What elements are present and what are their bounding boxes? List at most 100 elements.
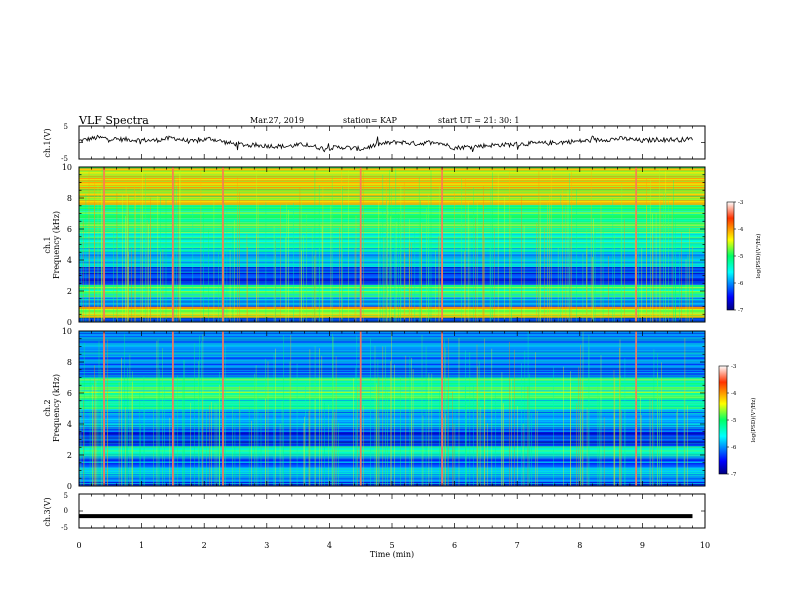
spectrogram-texture [79,291,705,293]
spectrogram-texture [79,287,705,288]
spectrogram-texture [79,475,705,477]
spectrogram-texture [79,377,705,378]
spectrogram-texture [79,370,705,372]
spectrogram-texture [79,382,705,383]
spectrogram-texture [79,471,705,473]
spectrogram-texture [79,418,705,419]
spectrogram-texture [79,300,705,302]
spectrogram-texture [79,203,705,205]
spectrogram-texture [79,398,705,399]
spectrogram-texture [79,191,705,193]
spectrogram-texture [79,369,705,371]
spectrogram-texture [79,202,705,204]
spectrogram-texture [79,351,705,353]
spectrogram-texture [79,350,705,352]
spectrogram-texture [79,420,705,422]
spectrogram-texture [79,307,705,309]
spectrogram-texture [79,380,705,381]
spectrogram-texture [79,429,705,431]
spectrogram-texture [79,375,705,376]
spectrogram-texture [79,413,705,414]
spectrogram-texture [79,311,705,312]
spectrogram-texture [79,384,705,386]
spectrogram-texture [79,443,705,444]
spectrogram-texture [79,180,705,181]
spectrogram-texture [79,428,705,429]
spectrogram-texture [79,396,705,397]
spectrogram-texture [79,189,705,191]
spectrogram-texture [79,366,705,367]
spectrogram-texture [79,226,705,227]
ch2-colorbar-gradient [718,365,728,475]
spectrogram-texture [79,210,705,212]
spectrogram-texture [79,376,705,377]
spectrogram-texture [79,472,705,474]
spectrogram-texture [79,381,705,382]
spectrogram-texture [79,347,705,349]
spectrogram-texture [79,379,705,380]
spectrogram-texture [79,204,705,206]
spectrogram-texture [79,459,705,461]
spectrogram-texture [79,195,705,197]
spectrogram-texture [79,463,705,464]
spectrogram-texture [79,274,705,276]
spectrogram-texture [79,306,705,308]
ch1-waveform-trace [79,134,693,153]
spectrogram-texture [79,410,705,411]
spectrogram-texture [79,380,705,382]
spectrogram-texture [79,301,705,302]
spectrogram-texture [79,398,705,400]
spectrogram-texture [79,363,705,364]
spectrogram-texture [79,293,705,294]
spectrogram-texture [79,200,705,202]
spectrogram-texture [79,399,705,401]
ch2-spectrogram-panel: 0 2 4 6 8 10 ch.2 Frequency (kHz) [43,327,706,491]
spectrogram-texture [79,298,705,300]
spectrogram-texture [79,392,705,393]
spectrogram-texture [79,219,705,220]
spectrogram-texture [79,350,705,352]
spectrogram-texture [79,305,705,307]
spectrogram-texture [79,461,705,462]
ch3-ytick-bottom: -5 [61,524,68,532]
spectrogram-texture [79,430,705,432]
spectrogram-texture [79,417,705,419]
spectrogram-texture [79,358,705,360]
spectrogram-texture [79,204,705,205]
spectrogram-texture [79,256,705,258]
spectrogram-texture [79,260,705,261]
spectrogram-texture [79,280,705,281]
spectrogram-texture [79,234,705,235]
spectrogram-texture [79,213,705,215]
spectrogram-texture [79,266,705,267]
spectrogram-texture [79,255,705,256]
ch1-spectrogram-ylabel: Frequency (kHz) [52,211,61,279]
x-tick-label: 0 [76,541,81,550]
spectrogram-texture [79,176,705,178]
spectrogram-texture [79,464,705,466]
spectrogram-texture [79,211,705,212]
spectrogram-texture [79,244,705,246]
spectrogram-texture [79,431,705,433]
spectrogram-texture [79,188,705,190]
spectrogram-texture [79,248,705,249]
spectrogram-texture [79,460,705,462]
spectrogram-texture [79,406,705,407]
spectrogram-texture [79,192,705,194]
y-tick-label: 2 [67,451,72,460]
spectrogram-texture [79,474,705,476]
spectrogram-texture [79,436,705,438]
spectrogram-texture [79,454,705,456]
spectrogram-texture [79,214,705,216]
ch3-ytick-mid: 0 [64,507,68,515]
spectrogram-texture [79,187,705,188]
spectrogram-texture [79,220,705,222]
start-time-label: start UT = 21: 30: 1 [438,116,519,125]
spectrogram-texture [79,279,705,280]
spectrogram-texture [79,282,705,284]
spectrogram-texture [79,179,705,181]
spectrogram-texture [79,294,705,296]
colorbar-tick-label: -3 [731,364,737,370]
spectrogram-texture [79,448,705,450]
